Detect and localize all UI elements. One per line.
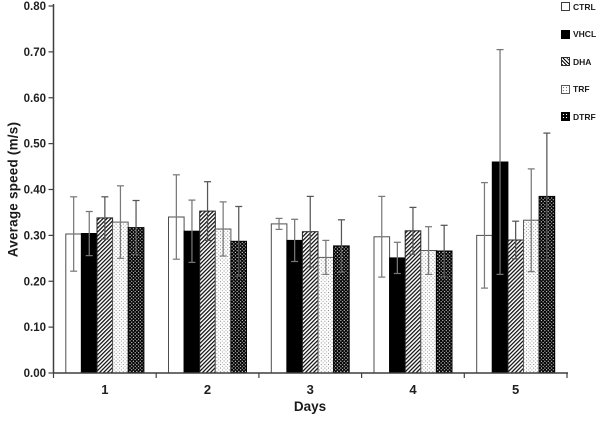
y-tick-label: 0.40 <box>24 185 46 197</box>
tick-labels-layer: 0.00 0.10 0.20 0.30 0.40 0.50 0.60 0.70 0.80 1 2 3 4… <box>24 1 520 397</box>
legend-item-ctrl: CTRL <box>561 1 600 12</box>
error-bar-dha-day1 <box>101 196 109 240</box>
error-bar-dha-day5 <box>512 220 520 260</box>
error-bar-trf-day3 <box>322 239 330 276</box>
bar-vhcl-day4 <box>389 257 406 374</box>
error-bar-vhcl-day1 <box>85 210 93 257</box>
error-bar-dha-day4 <box>409 206 417 255</box>
error-bar-dha-day3 <box>306 195 314 268</box>
y-tick-label: 0.30 <box>24 230 46 242</box>
y-tick-label: 0.10 <box>24 322 46 334</box>
error-bar-vhcl-day3 <box>291 218 299 263</box>
error-bar-ctrl-day2 <box>172 174 180 260</box>
x-category-label: 2 <box>204 382 211 397</box>
legend: CTRL VHCL DHA TRF DTRF <box>561 2 600 140</box>
legend-swatch-ctrl <box>561 2 570 11</box>
x-axis-title: Days <box>293 399 327 414</box>
error-bar-ctrl-day1 <box>70 196 78 272</box>
error-bars-layer <box>70 48 551 289</box>
x-category-label: 3 <box>307 382 314 397</box>
error-bar-trf-day2 <box>219 201 227 257</box>
error-bar-trf-day1 <box>116 185 124 259</box>
y-tick-label: 0.00 <box>24 368 46 380</box>
bar-dha-day1 <box>96 217 114 374</box>
legend-label: DHA <box>573 56 592 67</box>
y-tick-label: 0.80 <box>24 1 46 13</box>
error-bar-dtrf-day2 <box>235 205 243 277</box>
legend-item-dtrf: DTRF <box>561 111 600 122</box>
error-bar-vhcl-day4 <box>393 241 401 275</box>
legend-label: VHCL <box>573 29 597 39</box>
error-bar-vhcl-day5 <box>496 48 504 276</box>
y-tick-label: 0.60 <box>24 93 46 105</box>
x-category-label: 4 <box>409 382 417 397</box>
legend-label: CTRL <box>573 1 596 12</box>
error-bar-dtrf-day1 <box>132 199 140 256</box>
y-tick-label: 0.70 <box>24 47 46 59</box>
legend-item-vhcl: VHCL <box>561 29 600 39</box>
error-bar-trf-day4 <box>425 226 433 276</box>
legend-swatch-vhcl <box>561 29 570 39</box>
bar-dha-day5 <box>507 239 524 374</box>
x-category-label: 5 <box>512 382 519 397</box>
error-bar-dha-day2 <box>204 181 212 242</box>
error-bar-dtrf-day5 <box>543 132 551 261</box>
legend-item-dha: DHA <box>561 56 600 67</box>
y-tick-label: 0.20 <box>24 276 46 288</box>
legend-swatch-dtrf <box>561 112 570 121</box>
error-bar-dtrf-day3 <box>337 219 345 273</box>
error-bar-ctrl-day3 <box>275 217 283 231</box>
y-tick-label: 0.50 <box>24 139 46 151</box>
legend-label: TRF <box>573 84 590 94</box>
x-category-label: 1 <box>101 382 108 397</box>
legend-swatch-trf <box>561 84 570 94</box>
error-bar-dtrf-day4 <box>440 224 448 278</box>
error-bar-ctrl-day5 <box>480 181 488 289</box>
legend-swatch-dha <box>561 57 570 66</box>
legend-item-trf: TRF <box>561 84 600 94</box>
axes-layer <box>48 4 568 378</box>
error-bar-trf-day5 <box>527 168 535 273</box>
error-bar-ctrl-day4 <box>378 195 386 278</box>
legend-label: DTRF <box>573 111 596 122</box>
error-bar-vhcl-day2 <box>188 199 196 264</box>
bar-ctrl-day3 <box>270 223 288 374</box>
y-axis-title: Average speed (m/s) <box>5 121 21 258</box>
